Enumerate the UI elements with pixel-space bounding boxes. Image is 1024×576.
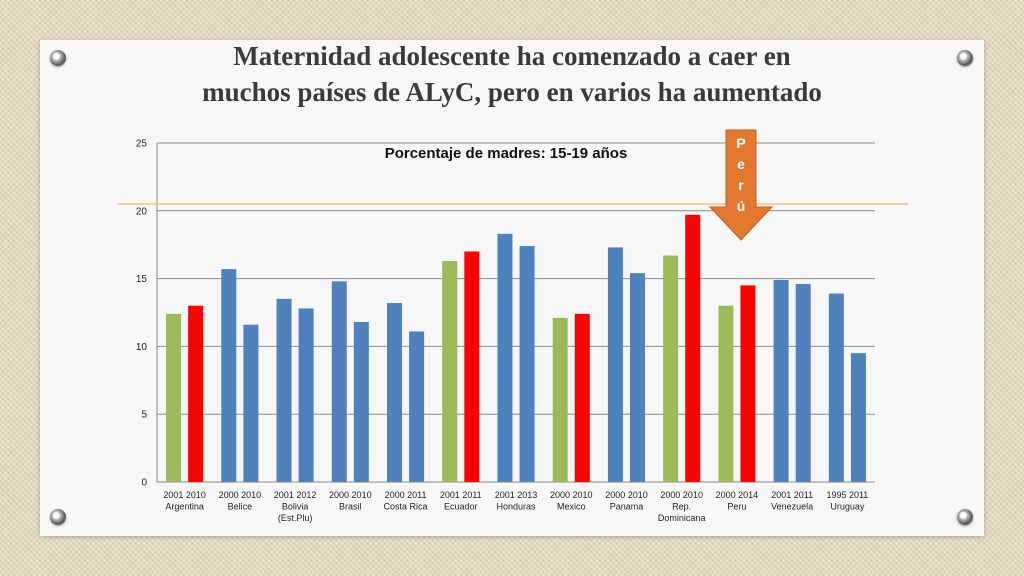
arrow-letter: e <box>737 156 745 172</box>
y-tick-label: 5 <box>141 410 147 421</box>
slide-title-line-2: muchos países de ALyC, pero en varios ha… <box>202 77 822 107</box>
bar-mexico-2010 <box>574 313 590 482</box>
bar-honduras-2001 <box>497 233 513 482</box>
y-tick-label: 0 <box>141 478 147 489</box>
x-axis-labels: 2001 2010 Argentina 2000 2010 Belice 2001 20… <box>163 490 868 523</box>
bar-uruguay-2011 <box>850 353 866 482</box>
x-tick-years: 2000 2010 <box>605 490 648 500</box>
bar-belice-2010 <box>243 324 259 482</box>
x-tick-country: Costa Rica <box>384 502 428 512</box>
bar-peru-2014 <box>740 285 756 482</box>
y-tick-label: 10 <box>136 342 148 353</box>
bar-panama-2010 <box>630 273 646 482</box>
bar-rep-dominicana-2010 <box>685 214 701 483</box>
x-tick-country: Belice <box>228 502 253 512</box>
bar-ecuador-2001 <box>442 260 458 482</box>
bar-costarica-2011 <box>409 331 425 482</box>
pin-bottom-left-icon <box>50 509 66 525</box>
pin-top-left-icon <box>50 50 66 66</box>
x-tick-country: Mexico <box>557 502 586 512</box>
x-tick-country: Rep. <box>672 502 691 512</box>
pin-top-right-icon <box>957 50 973 66</box>
pin-bottom-right-icon <box>957 509 973 525</box>
x-tick-years: 2001 2011 <box>440 490 482 500</box>
x-tick-years: 2001 2012 <box>274 490 317 500</box>
grid-lines <box>156 142 875 483</box>
x-tick-country: Panama <box>610 502 644 512</box>
x-tick-years: 2000 2014 <box>716 490 759 500</box>
x-tick-years: 2000 2011 <box>385 490 427 500</box>
x-tick-country: Argentina <box>165 502 204 512</box>
x-tick-country: Uruguay <box>830 502 865 512</box>
arrow-letter: P <box>736 135 745 151</box>
x-tick-years: 2000 2010 <box>550 490 593 500</box>
x-tick-years: 2001 2011 <box>771 490 813 500</box>
bar-panama-2000 <box>607 247 623 482</box>
x-tick-country: Peru <box>727 502 746 512</box>
x-tick-country: Bolivia <box>282 502 309 512</box>
arrow-letter: r <box>738 177 744 193</box>
bar-bolivia-estplu-2012 <box>298 308 314 482</box>
bar-peru-2000 <box>718 305 734 482</box>
x-tick-country: Ecuador <box>444 502 478 512</box>
down-arrow-icon <box>708 129 774 241</box>
x-tick-years: 2001 2013 <box>495 490 538 500</box>
bar-venezuela-2001 <box>773 279 789 482</box>
slide-title-line-1: Maternidad adolescente ha comenzado a ca… <box>233 41 791 71</box>
bar-argentina-2001 <box>166 313 182 482</box>
bar-brasil-2000 <box>331 281 347 482</box>
x-tick-country: (Est.Plu) <box>278 513 313 523</box>
x-tick-country: Brasil <box>339 502 362 512</box>
bar-honduras-2013 <box>519 246 535 482</box>
bar-venezuela-2011 <box>795 284 811 482</box>
y-tick-label: 20 <box>136 206 148 217</box>
x-tick-country: Dominicana <box>658 513 706 523</box>
y-tick-label: 15 <box>136 274 148 285</box>
bar-argentina-2010 <box>188 305 204 482</box>
bar-rep-dominicana-2000 <box>663 255 679 482</box>
x-tick-country: Honduras <box>496 502 536 512</box>
x-tick-years: 2001 2010 <box>163 490 206 500</box>
bar-belice-2000 <box>221 269 237 482</box>
x-tick-years: 2000 2010 <box>660 490 703 500</box>
y-tick-label: 25 <box>136 139 148 150</box>
bar-brasil-2010 <box>353 321 369 482</box>
chart-title: Porcentaje de madres: 15-19 años <box>385 145 628 162</box>
bars <box>166 214 866 483</box>
x-tick-years: 2000 2010 <box>219 490 262 500</box>
arrow-letter: ú <box>737 198 746 214</box>
bar-uruguay-1995 <box>828 293 844 482</box>
bar-ecuador-2011 <box>464 251 480 482</box>
slide-title: Maternidad adolescente ha comenzado a ca… <box>0 38 1024 110</box>
bar-bolivia-estplu-2001 <box>276 298 292 482</box>
y-axis-ticks: 0 5 10 15 20 25 <box>136 139 148 489</box>
x-tick-years: 2000 2010 <box>329 490 372 500</box>
x-tick-years: 1995 2011 <box>826 490 868 500</box>
x-tick-country: Venezuela <box>771 502 813 512</box>
bar-costarica-2000 <box>386 303 402 482</box>
bar-mexico-2000 <box>552 317 568 482</box>
